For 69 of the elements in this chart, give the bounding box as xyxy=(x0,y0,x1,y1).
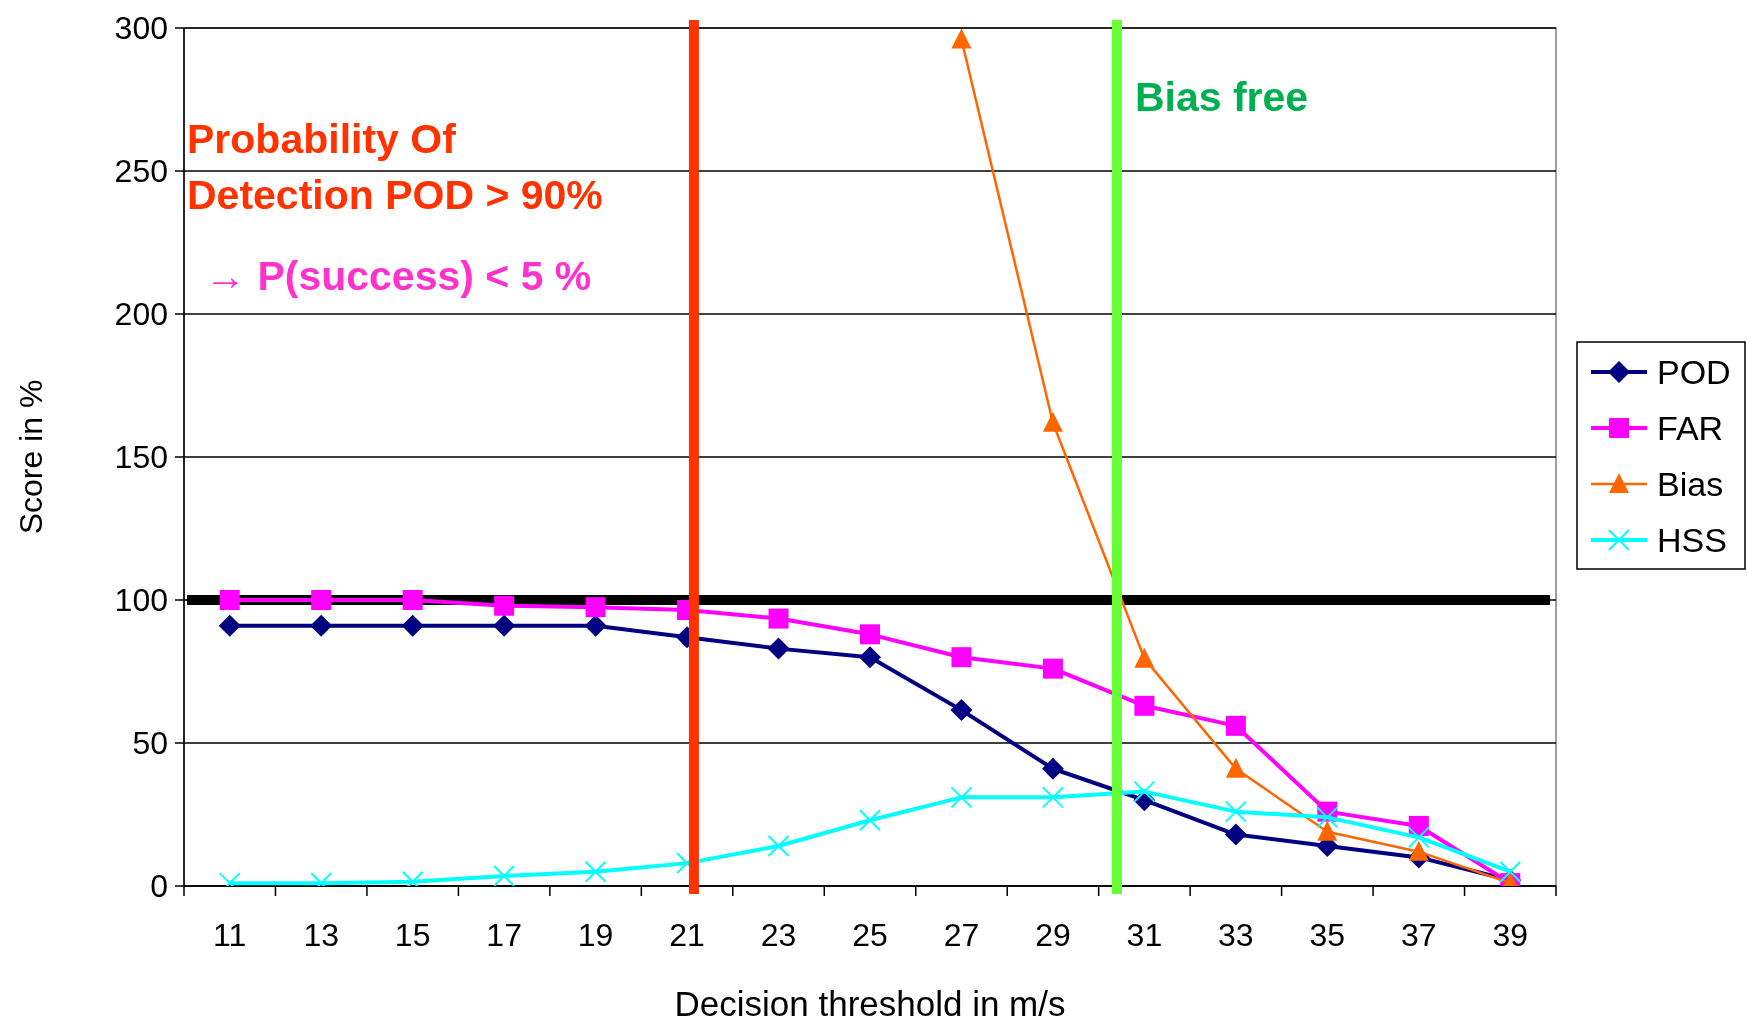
point xyxy=(584,614,607,637)
x-tick-label: 27 xyxy=(943,917,980,953)
point xyxy=(401,614,424,637)
point xyxy=(1225,715,1246,736)
x-tick-label: 23 xyxy=(760,917,797,953)
y-tick-label: 100 xyxy=(114,582,168,619)
point xyxy=(219,590,240,610)
point xyxy=(402,590,423,610)
y-tick-label: 50 xyxy=(132,725,168,762)
x-tick-label: 35 xyxy=(1309,917,1346,953)
legend-label: Bias xyxy=(1657,464,1724,503)
point xyxy=(1041,786,1064,809)
x-tick-label: 33 xyxy=(1218,917,1254,953)
ref-line-label: Bias free xyxy=(1134,74,1309,120)
x-tick-label: 19 xyxy=(577,917,614,953)
legend-label: POD xyxy=(1657,352,1731,391)
legend-label: HSS xyxy=(1657,520,1727,559)
point xyxy=(950,786,973,809)
point xyxy=(1134,695,1155,716)
x-tick-label: 31 xyxy=(1126,917,1163,953)
point xyxy=(311,590,332,610)
point xyxy=(1133,780,1156,803)
x-tick-label: 13 xyxy=(303,917,339,953)
point xyxy=(1408,840,1429,861)
x-tick-label: 17 xyxy=(486,917,522,953)
y-tick-label: 150 xyxy=(114,439,168,476)
point xyxy=(494,595,515,616)
x-axis-title: Decision threshold in m/s xyxy=(674,984,1066,1023)
point xyxy=(585,597,606,618)
point xyxy=(1224,823,1247,846)
point xyxy=(1407,826,1430,849)
point xyxy=(1042,658,1063,679)
y-tick-label: 300 xyxy=(114,10,168,47)
point xyxy=(1499,860,1522,883)
ref-line-label: Probability Of Detection POD > 90% xyxy=(187,116,603,218)
y-tick-label: 250 xyxy=(114,153,168,190)
point xyxy=(951,28,972,49)
point xyxy=(767,834,790,857)
x-tick-label: 37 xyxy=(1401,917,1437,953)
point xyxy=(951,647,972,668)
x-tick-label: 29 xyxy=(1035,917,1071,953)
annotation: → P(success) < 5 % xyxy=(205,253,592,299)
point xyxy=(950,699,973,722)
x-tick-label: 39 xyxy=(1492,917,1529,953)
point xyxy=(493,864,516,886)
y-tick-label: 0 xyxy=(150,868,168,905)
point xyxy=(768,608,789,629)
point xyxy=(584,860,607,883)
point xyxy=(218,614,241,637)
point xyxy=(1134,647,1155,668)
x-tick-label: 25 xyxy=(852,917,888,953)
point xyxy=(859,646,881,669)
point xyxy=(1225,757,1246,778)
x-tick-label: 11 xyxy=(213,917,247,953)
point xyxy=(860,624,880,645)
point xyxy=(493,614,516,637)
point xyxy=(1316,806,1339,829)
point xyxy=(310,614,333,637)
point xyxy=(1042,411,1063,432)
y-axis-title: Score in % xyxy=(13,379,49,535)
point xyxy=(1317,820,1338,841)
point xyxy=(1041,757,1064,780)
point xyxy=(767,637,790,660)
point xyxy=(1224,800,1247,823)
legend-label: FAR xyxy=(1657,408,1724,447)
x-tick-label: 21 xyxy=(669,917,705,953)
x-tick-label: 15 xyxy=(394,917,431,953)
y-tick-label: 200 xyxy=(114,296,168,333)
point xyxy=(859,809,881,832)
